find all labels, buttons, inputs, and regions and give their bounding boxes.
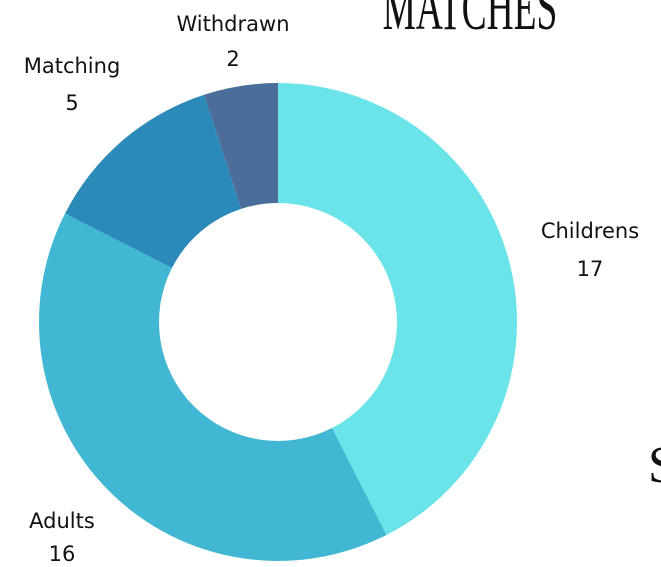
slice-value: 5	[65, 91, 78, 115]
slice-value: 16	[49, 542, 76, 566]
slice	[278, 83, 517, 535]
slice-value: 17	[577, 257, 604, 281]
slice-value: 2	[226, 47, 239, 71]
slice-label: Adults	[29, 509, 95, 533]
chart-title: MATCHES	[383, 0, 558, 44]
slice-label: Withdrawn	[177, 12, 290, 36]
annotation: S	[648, 437, 661, 494]
slice-label: Childrens	[541, 219, 639, 243]
slice	[65, 94, 242, 268]
slice	[204, 83, 278, 209]
slice	[39, 213, 387, 561]
slice-label: Matching	[24, 54, 121, 78]
